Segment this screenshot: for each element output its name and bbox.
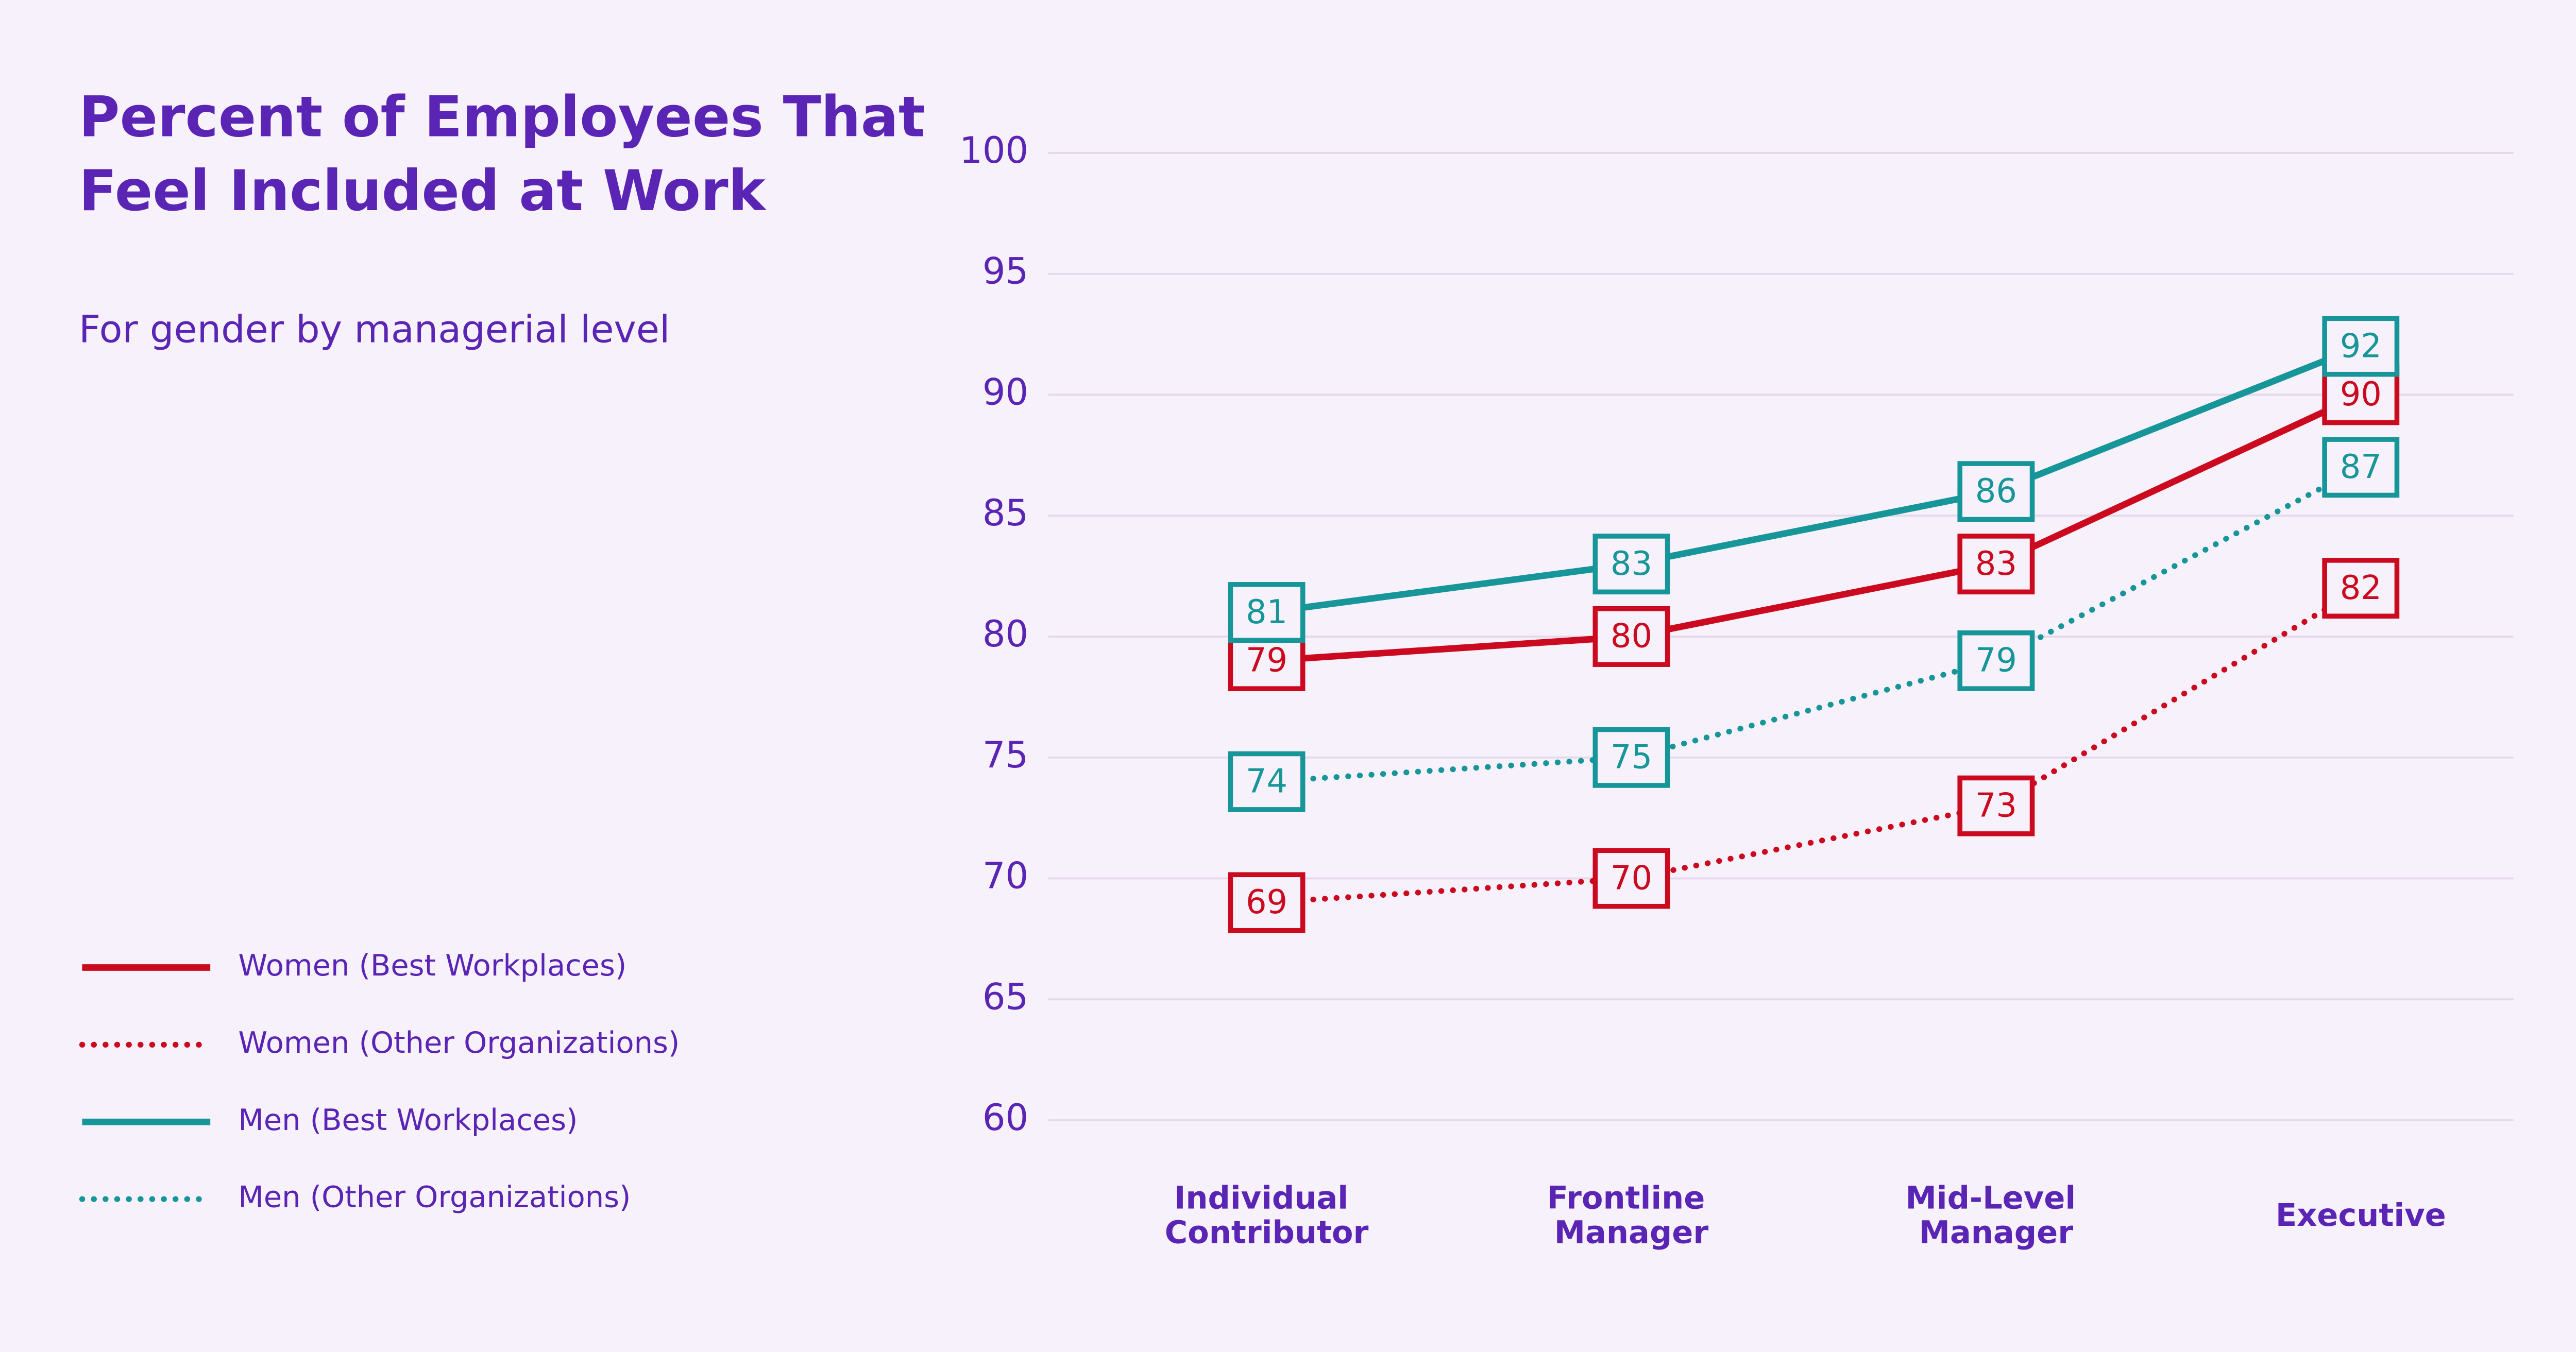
data-label: 79 — [1246, 642, 1287, 680]
chart-title: Percent of Employees That Feel Included … — [79, 84, 944, 223]
x-tick-label: Mid-Level Manager — [1906, 1180, 2087, 1251]
data-label: 74 — [1246, 762, 1287, 800]
data-label-box — [1228, 872, 1306, 933]
data-label: 73 — [1975, 786, 2017, 825]
y-tick-label: 65 — [982, 976, 1028, 1018]
chart-subtitle: For gender by managerial level — [79, 307, 670, 351]
y-tick-label: 100 — [959, 129, 1028, 172]
y-tick-label: 85 — [982, 492, 1028, 534]
data-label-box — [1957, 775, 2035, 836]
data-label-box — [1228, 582, 1306, 643]
data-label-box — [1592, 727, 1670, 788]
data-label-box — [1592, 848, 1670, 909]
y-tick-label: 75 — [982, 734, 1028, 776]
data-label: 81 — [1246, 593, 1287, 631]
legend-label: Women (Best Workplaces) — [238, 948, 626, 983]
data-label-box — [2322, 558, 2400, 619]
data-label: 82 — [2340, 569, 2382, 607]
data-label-box — [1957, 461, 2035, 522]
legend-label: Women (Other Organizations) — [238, 1025, 680, 1060]
data-label-box — [1592, 534, 1670, 595]
data-label-box — [1228, 751, 1306, 812]
data-label-box — [2322, 316, 2400, 377]
x-tick-label: Individual Contributor — [1165, 1180, 1369, 1251]
x-tick-label: Executive — [2276, 1197, 2446, 1234]
data-label-box — [2322, 437, 2400, 498]
data-label-box — [1957, 534, 2035, 595]
data-label: 69 — [1246, 883, 1287, 921]
y-tick-label: 70 — [982, 855, 1028, 897]
data-label: 83 — [1611, 545, 1652, 583]
y-tick-label: 80 — [982, 613, 1028, 655]
data-label: 90 — [2340, 375, 2382, 414]
data-label: 92 — [2340, 327, 2382, 365]
data-label: 79 — [1975, 642, 2017, 680]
data-label: 80 — [1611, 618, 1652, 656]
data-label: 83 — [1975, 545, 2017, 583]
series-line — [1266, 391, 2362, 664]
data-label-box — [1592, 606, 1670, 667]
legend-label: Men (Other Organizations) — [238, 1180, 631, 1214]
y-tick-label: 90 — [982, 371, 1028, 413]
y-tick-label: 95 — [982, 250, 1028, 293]
data-label: 70 — [1611, 859, 1652, 897]
series-line — [1266, 343, 2362, 616]
legend-label: Men (Best Workplaces) — [238, 1103, 578, 1137]
y-tick-label: 60 — [982, 1097, 1028, 1139]
data-label: 86 — [1975, 472, 2017, 510]
data-label: 87 — [2340, 448, 2382, 486]
data-label: 75 — [1611, 738, 1652, 776]
data-label-box — [1957, 630, 2035, 691]
x-tick-label: Frontline Manager — [1547, 1180, 1716, 1251]
